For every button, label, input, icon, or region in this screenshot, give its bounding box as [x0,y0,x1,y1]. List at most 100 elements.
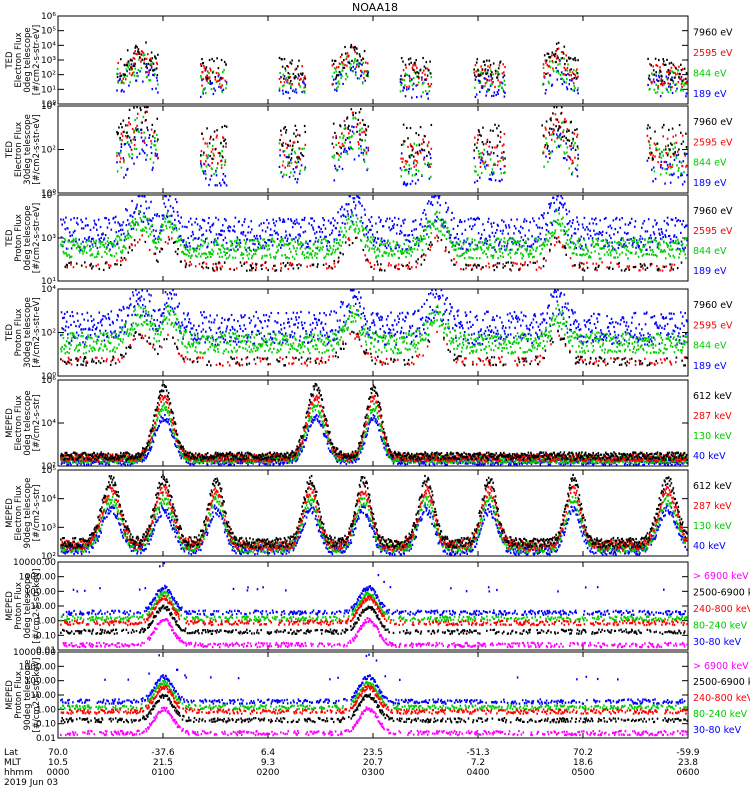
data-point [262,327,264,329]
data-point [204,242,206,244]
data-point [649,88,651,90]
data-point [405,234,407,236]
data-point [322,248,324,250]
data-point [385,332,387,334]
data-point [659,241,661,243]
data-point [567,146,569,148]
data-point [393,227,395,229]
data-point [131,236,133,238]
data-point [596,223,598,225]
data-point [566,152,568,154]
data-point [325,314,327,316]
data-point [312,217,314,219]
data-point [203,311,205,313]
data-point [289,145,291,147]
data-point [491,171,493,173]
data-point [401,152,403,154]
data-point [587,228,589,230]
data-point [202,91,204,93]
data-point [203,233,205,235]
data-point [97,234,99,236]
data-point [555,113,557,115]
data-point [408,245,410,247]
data-point [296,181,298,183]
data-point [579,245,581,247]
data-point [335,329,337,331]
data-point [237,236,239,238]
data-point [515,227,517,229]
data-point [128,60,130,62]
data-point [345,53,347,55]
data-point [215,217,217,219]
data-point [256,235,258,237]
data-point [127,141,129,143]
data-point [121,146,123,148]
data-point [564,63,566,65]
data-point [545,62,547,64]
data-point [306,266,308,268]
data-point [117,241,119,243]
data-point [137,113,139,115]
data-point [642,267,644,269]
data-point [208,184,210,186]
data-point [672,92,674,94]
data-point [444,234,446,236]
data-point [680,64,682,66]
data-point [497,155,499,157]
data-point [347,52,349,54]
data-point [558,121,560,123]
data-point [121,224,123,226]
data-point [350,69,352,71]
data-point [213,269,215,271]
data-point [550,204,552,206]
data-point [467,237,469,239]
data-point [662,84,664,86]
data-point [92,253,94,255]
data-point [549,60,551,62]
data-point [304,257,306,259]
data-point [574,157,576,159]
data-point [264,238,266,240]
data-point [206,253,208,255]
data-point [289,325,291,327]
data-point [247,247,249,249]
data-point [524,264,526,266]
data-point [459,221,461,223]
data-point [574,77,576,79]
data-point [586,253,588,255]
data-point [314,254,316,256]
data-point [418,245,420,247]
data-point [577,89,579,91]
data-point [618,247,620,249]
data-point [679,124,681,126]
data-point [490,243,492,245]
data-point [260,265,262,267]
data-point [150,140,152,142]
data-point [291,153,293,155]
data-point [280,172,282,174]
data-point [488,263,490,265]
data-point [184,226,186,228]
data-point [619,253,621,255]
data-point [205,173,207,175]
data-point [67,333,69,335]
data-point [431,232,433,234]
data-point [352,114,354,116]
data-point [200,96,202,98]
data-point [252,267,254,269]
data-point [618,266,620,268]
data-point [230,268,232,270]
data-point [134,244,136,246]
data-point [570,74,572,76]
data-point [640,251,642,253]
data-point [209,142,211,144]
data-point [218,80,220,82]
data-point [481,85,483,87]
data-point [358,65,360,67]
data-point [364,209,366,211]
data-point [228,249,230,251]
data-point [565,209,567,211]
data-point [484,85,486,87]
data-point [366,233,368,235]
data-point [417,152,419,154]
